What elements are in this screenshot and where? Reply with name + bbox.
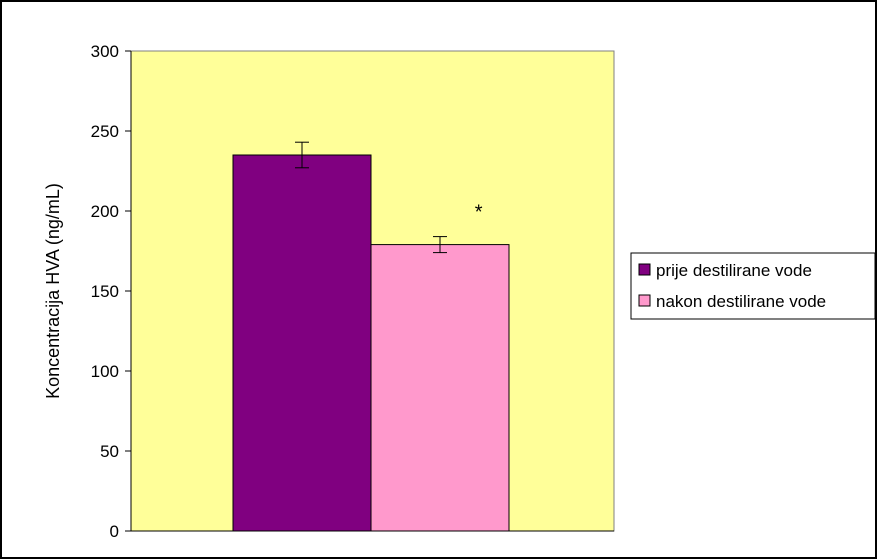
significance-asterisk: * (475, 202, 483, 224)
legend-label-prije: prije destilirane vode (656, 261, 812, 280)
bar-prije (232, 154, 372, 532)
bar-nakon (370, 244, 510, 532)
y-tick-label: 0 (110, 522, 119, 541)
legend-box (630, 252, 876, 320)
y-tick-label: 150 (91, 282, 119, 301)
legend-swatch-prije (638, 263, 651, 276)
y-tick-label: 250 (91, 122, 119, 141)
legend-swatch-nakon (638, 294, 651, 307)
y-axis-title: Koncentracija HVA (ng/mL) (43, 183, 63, 399)
y-tick-label: 300 (91, 42, 119, 61)
legend-label-nakon: nakon destilirane vode (656, 292, 826, 311)
error-bar-prije (295, 141, 309, 169)
y-tick-label: 200 (91, 202, 119, 221)
error-bar-nakon (433, 236, 447, 254)
y-tick-label: 100 (91, 362, 119, 381)
y-tick-label: 50 (100, 442, 119, 461)
